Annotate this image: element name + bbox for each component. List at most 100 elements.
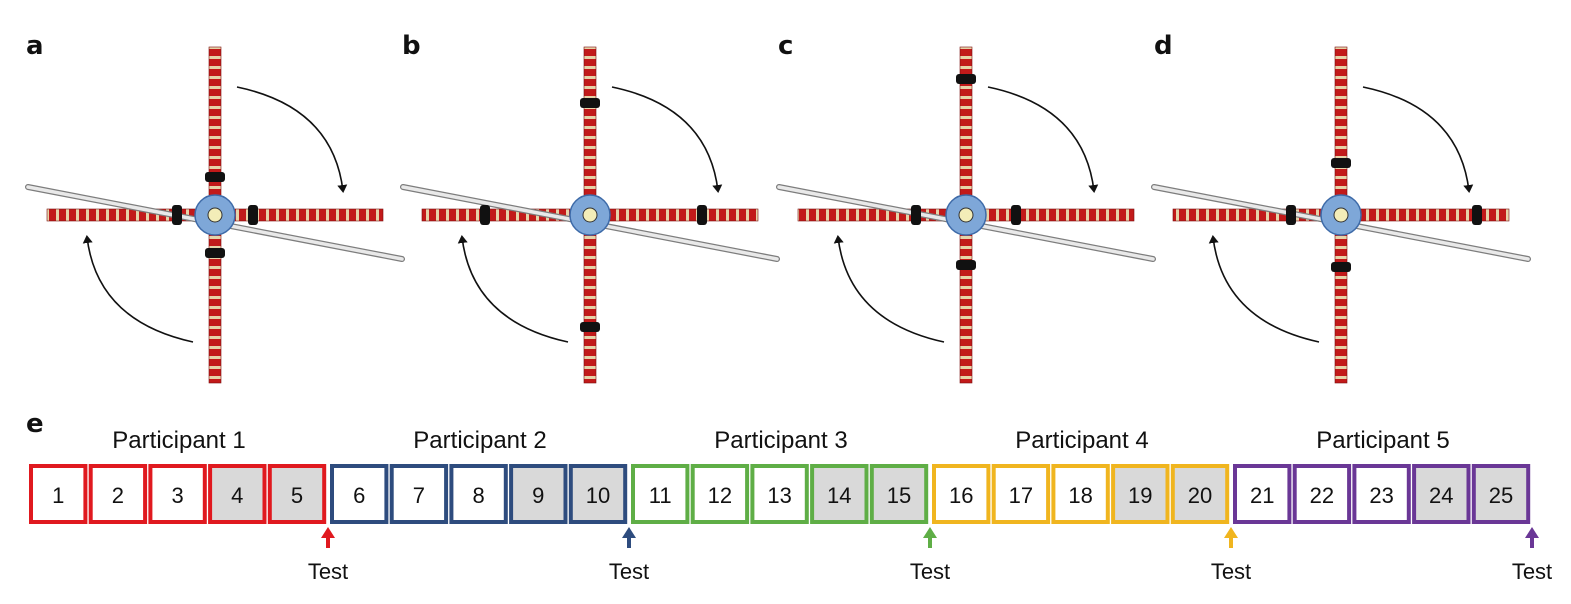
panel-b: b — [400, 31, 780, 384]
block-up — [1331, 158, 1351, 168]
trial-box — [991, 464, 1051, 524]
panel-label: b — [402, 31, 421, 61]
trial-box — [1111, 464, 1170, 524]
trial-box — [509, 464, 568, 524]
participant-group: Participant 1 1 2 3 4 5 Test — [29, 427, 348, 584]
trial-number: 20 — [1188, 483, 1212, 508]
trial-box — [750, 464, 809, 524]
panel-label: a — [26, 31, 44, 61]
test-arrow-icon — [1525, 527, 1539, 538]
trial-box — [690, 464, 750, 524]
rotation-arrow-top — [1362, 86, 1474, 193]
block-up — [205, 172, 225, 182]
panel-label: c — [778, 31, 793, 61]
trial-number: 18 — [1068, 483, 1092, 508]
trial-box — [568, 464, 628, 524]
rotation-arrow-top — [236, 86, 348, 193]
participant-label: Participant 5 — [1316, 427, 1449, 454]
test-label: Test — [910, 559, 950, 584]
rotation-arrow-top — [611, 86, 723, 193]
panel-label: e — [26, 409, 44, 439]
trial-box — [29, 464, 88, 524]
rotation-arrow-bottom — [82, 235, 194, 343]
trial-box — [1471, 464, 1531, 524]
block-down — [956, 260, 976, 270]
trial-number: 16 — [949, 483, 973, 508]
participant-label: Participant 1 — [112, 427, 245, 454]
trial-number: 22 — [1310, 483, 1334, 508]
trial-box — [631, 464, 690, 524]
trial-number: 5 — [291, 483, 303, 508]
block-left — [911, 205, 921, 225]
block-left — [172, 205, 182, 225]
trial-number: 19 — [1128, 483, 1152, 508]
trial-number: 17 — [1009, 483, 1033, 508]
panel-a: a — [25, 31, 405, 384]
trial-number: 13 — [767, 483, 791, 508]
panel-label: d — [1154, 31, 1173, 61]
trial-box — [1233, 464, 1292, 524]
trial-box — [148, 464, 207, 524]
block-down — [1331, 262, 1351, 272]
trial-box — [449, 464, 508, 524]
panel-d: d — [1151, 31, 1531, 384]
trial-number: 25 — [1489, 483, 1513, 508]
trial-box — [330, 464, 389, 524]
trial-number: 10 — [586, 483, 610, 508]
block-left — [1286, 205, 1296, 225]
trial-box — [810, 464, 869, 524]
trial-number: 4 — [231, 483, 243, 508]
test-label: Test — [1512, 559, 1552, 584]
test-label: Test — [308, 559, 348, 584]
block-left — [480, 205, 490, 225]
block-right — [1472, 205, 1482, 225]
block-down — [580, 322, 600, 332]
trial-box — [1051, 464, 1110, 524]
trial-number: 6 — [353, 483, 365, 508]
trial-number: 11 — [649, 483, 672, 508]
trial-number: 12 — [708, 483, 732, 508]
participant-label: Participant 2 — [413, 427, 546, 454]
trial-box — [389, 464, 449, 524]
trial-number: 3 — [171, 483, 183, 508]
panel-c: c — [776, 31, 1156, 384]
trial-box — [1292, 464, 1352, 524]
rotation-arrow-bottom — [457, 235, 569, 343]
test-arrow-icon — [622, 527, 636, 538]
block-up — [580, 98, 600, 108]
block-right — [1011, 205, 1021, 225]
trial-box — [869, 464, 929, 524]
hub-center — [207, 207, 223, 223]
block-right — [248, 205, 258, 225]
test-arrow-icon — [923, 527, 937, 538]
trial-number: 1 — [52, 483, 64, 508]
block-up — [956, 74, 976, 84]
trial-box — [1170, 464, 1230, 524]
trial-box — [88, 464, 148, 524]
hub-center — [582, 207, 598, 223]
rotation-arrow-top — [987, 86, 1099, 193]
hub-center — [1333, 207, 1349, 223]
trial-number: 2 — [112, 483, 124, 508]
participant-group: Participant 4 16 17 18 19 20 Test — [932, 427, 1251, 584]
trial-number: 7 — [413, 483, 425, 508]
hub-center — [958, 207, 974, 223]
test-label: Test — [609, 559, 649, 584]
participant-group: Participant 2 6 7 8 9 10 Test — [330, 427, 649, 584]
trial-box — [267, 464, 327, 524]
trial-number: 15 — [887, 483, 911, 508]
trial-box — [1412, 464, 1471, 524]
test-label: Test — [1211, 559, 1251, 584]
block-right — [697, 205, 707, 225]
participant-group: Participant 3 11 12 13 14 15 Test — [631, 427, 950, 584]
trial-number: 24 — [1429, 483, 1453, 508]
test-arrow-icon — [321, 527, 335, 538]
rotation-arrow-bottom — [833, 235, 945, 343]
rotation-arrow-bottom — [1208, 235, 1320, 343]
trial-number: 14 — [827, 483, 851, 508]
participant-label: Participant 4 — [1015, 427, 1148, 454]
trial-number: 21 — [1250, 483, 1274, 508]
participant-group: Participant 5 21 22 23 24 25 Test — [1233, 427, 1552, 584]
trial-box — [208, 464, 267, 524]
